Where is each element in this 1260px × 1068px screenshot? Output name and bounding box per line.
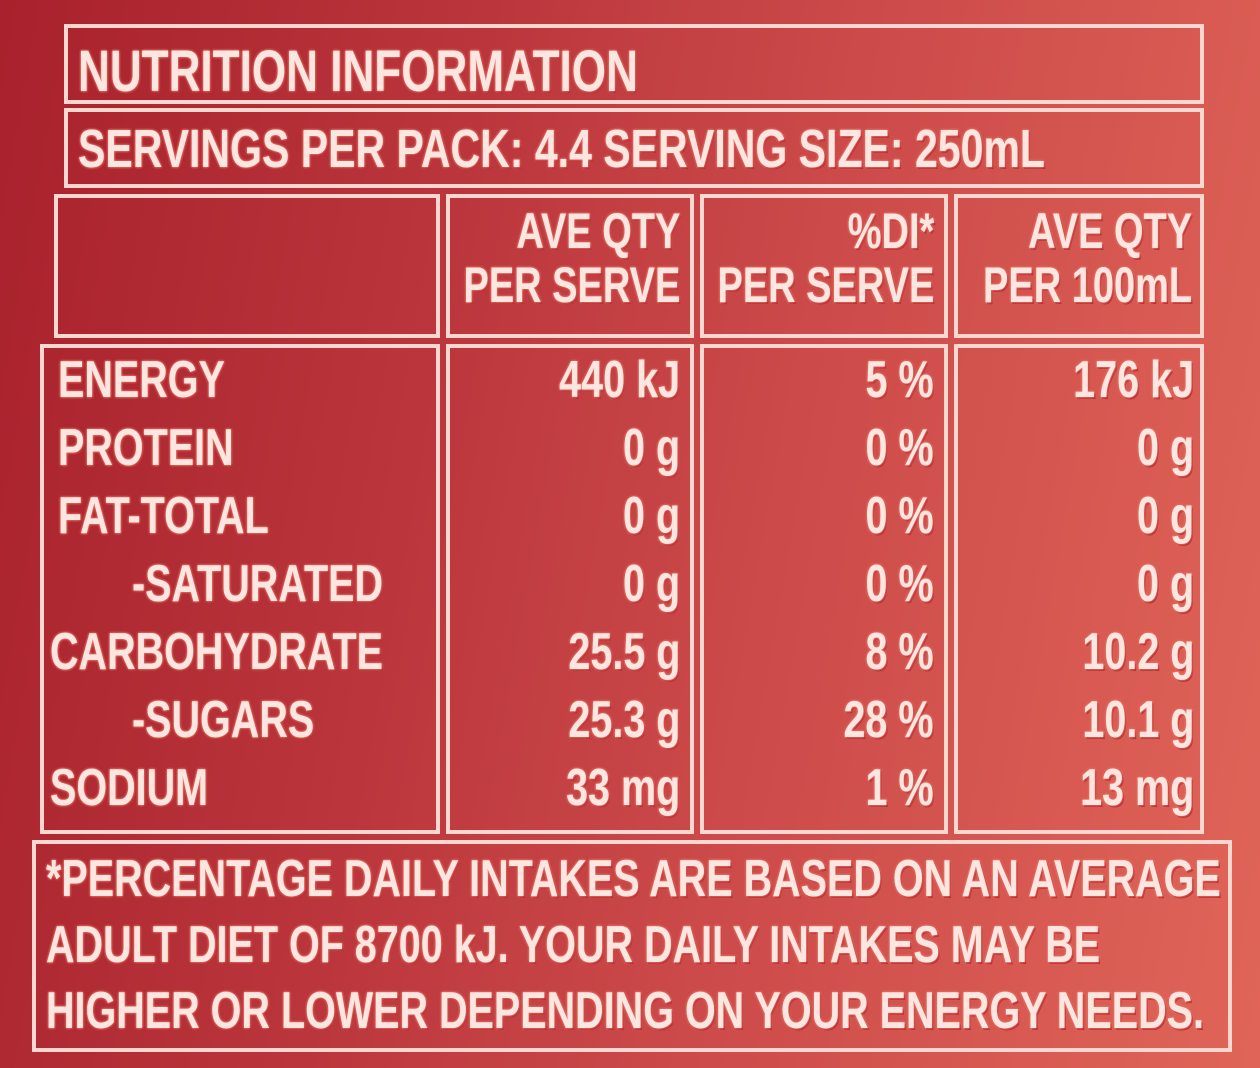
footnote-line-2: ADULT DIET OF 8700 kJ. YOUR DAILY INTAKE… <box>46 916 1101 974</box>
header-100-cell <box>954 194 1204 338</box>
panel-title: NUTRITION INFORMATION <box>78 39 638 104</box>
row-name-energy: ENERGY <box>58 351 225 409</box>
servings-line: SERVINGS PER PACK: 4.4 SERVING SIZE: 250… <box>78 119 1046 179</box>
header-di: %DI* PER SERVE <box>717 203 934 313</box>
header-serve-cell <box>446 194 694 338</box>
row-name-protein: PROTEIN <box>58 419 234 477</box>
body-di-column <box>700 344 948 834</box>
row-name-saturated: -SATURATED <box>132 555 384 613</box>
body-serve-column <box>446 344 694 834</box>
row-100-carbohydrate: 10.2 g <box>1081 623 1194 681</box>
row-100-protein: 0 g <box>1136 419 1194 477</box>
row-100-sodium: 13 mg <box>1079 759 1194 817</box>
row-serve-saturated: 0 g <box>622 555 680 613</box>
servings-frame <box>64 108 1204 188</box>
header-label-cell <box>54 194 440 338</box>
footnote-line-1: *PERCENTAGE DAILY INTAKES ARE BASED ON A… <box>46 850 1221 908</box>
title-frame <box>64 24 1204 104</box>
row-serve-carbohydrate: 25.5 g <box>567 623 680 681</box>
body-label-column <box>40 344 440 834</box>
row-di-sugars: 28 % <box>843 691 934 749</box>
row-name-sodium: SODIUM <box>50 759 209 817</box>
row-serve-energy: 440 kJ <box>559 351 680 409</box>
row-di-sodium: 1 % <box>865 759 934 817</box>
row-name-carbohydrate: CARBOHYDRATE <box>50 623 383 681</box>
row-di-carbohydrate: 8 % <box>865 623 934 681</box>
row-100-sugars: 10.1 g <box>1081 691 1194 749</box>
header-per-100: AVE QTY PER 100mL <box>982 203 1192 313</box>
row-di-fat-total: 0 % <box>865 487 934 545</box>
header-di-cell <box>700 194 948 338</box>
row-name-sugars: -SUGARS <box>132 691 315 749</box>
header-per-serve: AVE QTY PER SERVE <box>463 203 680 313</box>
row-serve-fat-total: 0 g <box>622 487 680 545</box>
footnote-line-3: HIGHER OR LOWER DEPENDING ON YOUR ENERGY… <box>46 982 1204 1040</box>
body-100-column <box>954 344 1204 834</box>
footnote-frame <box>32 840 1232 1052</box>
row-100-saturated: 0 g <box>1136 555 1194 613</box>
row-name-fat-total: FAT-TOTAL <box>58 487 269 545</box>
row-serve-protein: 0 g <box>622 419 680 477</box>
row-100-energy: 176 kJ <box>1073 351 1194 409</box>
row-di-protein: 0 % <box>865 419 934 477</box>
row-di-energy: 5 % <box>865 351 934 409</box>
row-serve-sugars: 25.3 g <box>567 691 680 749</box>
row-serve-sodium: 33 mg <box>565 759 680 817</box>
row-di-saturated: 0 % <box>865 555 934 613</box>
row-100-fat-total: 0 g <box>1136 487 1194 545</box>
